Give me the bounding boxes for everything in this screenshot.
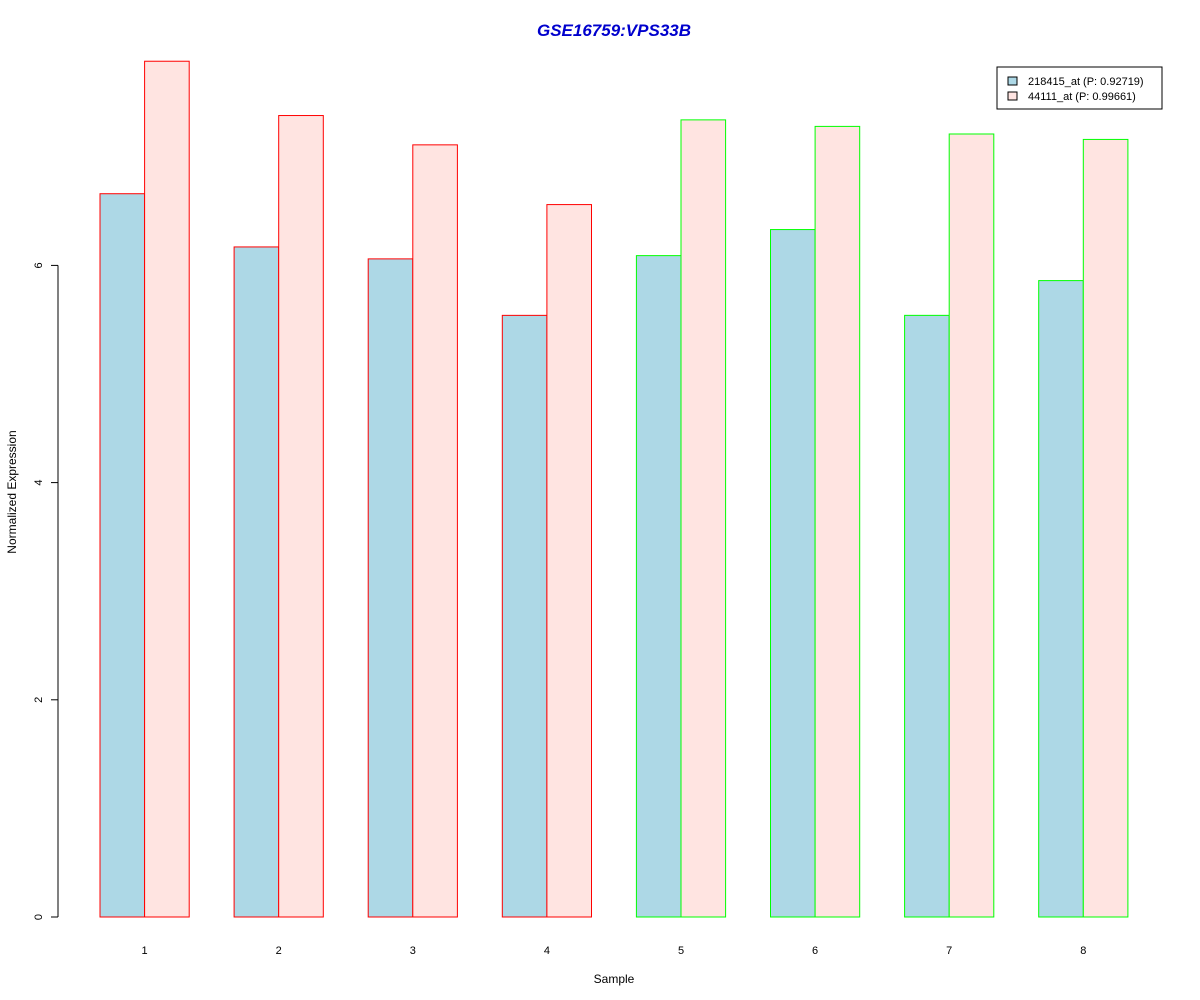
legend-swatch <box>1007 91 1018 101</box>
bar-sample-4-series-2 <box>546 204 593 918</box>
bar-sample-1-series-1 <box>99 193 146 918</box>
bar-sample-2-series-1 <box>233 246 280 918</box>
bar-sample-6-series-1 <box>770 229 816 918</box>
bars <box>99 60 1129 918</box>
bar-sample-1-series-2 <box>144 60 190 918</box>
bar-sample-5-series-2 <box>680 119 727 918</box>
y-tick-label: 6 <box>33 262 45 268</box>
y-tick-label: 2 <box>33 697 45 703</box>
y-axis: 0 2 4 6 <box>33 262 59 920</box>
bar-sample-3-series-1 <box>367 258 414 918</box>
bar-sample-7-series-1 <box>904 314 950 918</box>
y-tick-label: 0 <box>33 914 45 920</box>
x-tick-label: 6 <box>812 945 818 957</box>
x-tick-label: 2 <box>276 945 282 957</box>
x-tick-label: 1 <box>142 945 148 957</box>
bar-sample-7-series-2 <box>948 133 995 918</box>
legend-label: 218415_at (P: 0.92719) <box>1028 76 1144 88</box>
chart-title: GSE16759:VPS33B <box>537 21 691 40</box>
x-axis-ticks: 1 2 3 4 5 6 7 8 <box>142 945 1087 957</box>
legend-label: 44111_at (P: 0.99661) <box>1028 91 1136 103</box>
x-tick-label: 5 <box>678 945 684 957</box>
legend: 218415_at (P: 0.92719) 44111_at (P: 0.996… <box>996 66 1163 110</box>
x-tick-label: 3 <box>410 945 416 957</box>
legend-box <box>996 66 1163 110</box>
y-tick-label: 4 <box>33 480 45 486</box>
x-tick-label: 8 <box>1080 945 1086 957</box>
legend-swatch <box>1007 76 1018 86</box>
x-axis-label: Sample <box>594 972 635 986</box>
bar-sample-8-series-1 <box>1038 280 1084 918</box>
x-tick-label: 4 <box>544 945 550 957</box>
y-axis-label: Normalized Expression <box>5 430 19 553</box>
bar-sample-8-series-2 <box>1082 138 1129 918</box>
bar-sample-3-series-2 <box>412 144 458 918</box>
bar-sample-5-series-1 <box>635 255 682 918</box>
bar-sample-6-series-2 <box>814 125 861 918</box>
bar-sample-4-series-1 <box>501 314 548 918</box>
bar-sample-2-series-2 <box>278 115 324 918</box>
x-tick-label: 7 <box>946 945 952 957</box>
